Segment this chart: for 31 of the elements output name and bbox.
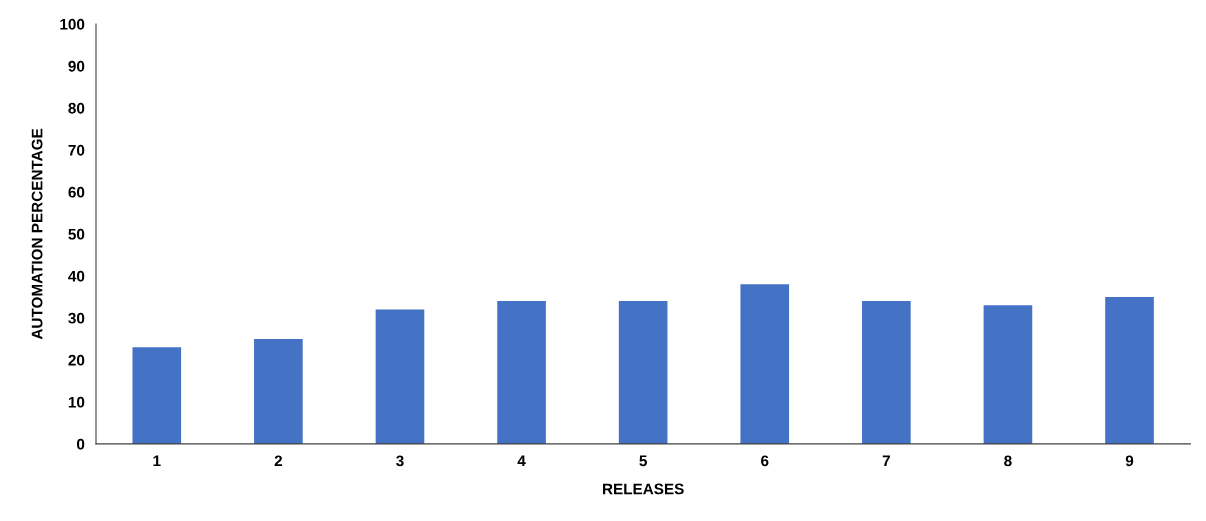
x-tick-label: 6 [761, 455, 769, 467]
bar [497, 301, 546, 444]
x-tick-label: 8 [1004, 455, 1012, 467]
bar [254, 338, 303, 444]
bar [375, 309, 425, 444]
y-tick-label: 20 [68, 354, 85, 366]
y-axis-title: AUTOMATION PERCENTAGE [31, 128, 43, 340]
y-tick-label: 100 [60, 18, 85, 30]
bar [1105, 296, 1154, 444]
y-tick-label: 50 [68, 228, 85, 240]
y-tick-label: 90 [68, 60, 85, 72]
x-axis-title: RELEASES [603, 483, 684, 495]
bar [618, 301, 668, 444]
x-tick-label: 7 [882, 455, 890, 467]
y-tick-label: 40 [68, 270, 85, 282]
y-tick-label: 80 [68, 102, 85, 114]
y-tick-label: 0 [76, 438, 85, 450]
y-tick-label: 10 [68, 396, 85, 408]
bar [132, 347, 182, 444]
y-tick-label: 70 [68, 144, 85, 156]
bar [740, 284, 790, 444]
y-tick-label: 60 [68, 186, 85, 198]
y-tick-label: 30 [68, 312, 85, 324]
x-tick-label: 2 [274, 455, 283, 467]
x-tick-label: 5 [639, 455, 647, 467]
x-tick-label: 1 [153, 455, 161, 467]
x-tick-label: 3 [396, 455, 404, 467]
bar [862, 301, 911, 444]
x-tick-label: 9 [1125, 455, 1134, 467]
x-tick-label: 4 [517, 455, 526, 467]
bar [983, 305, 1033, 444]
